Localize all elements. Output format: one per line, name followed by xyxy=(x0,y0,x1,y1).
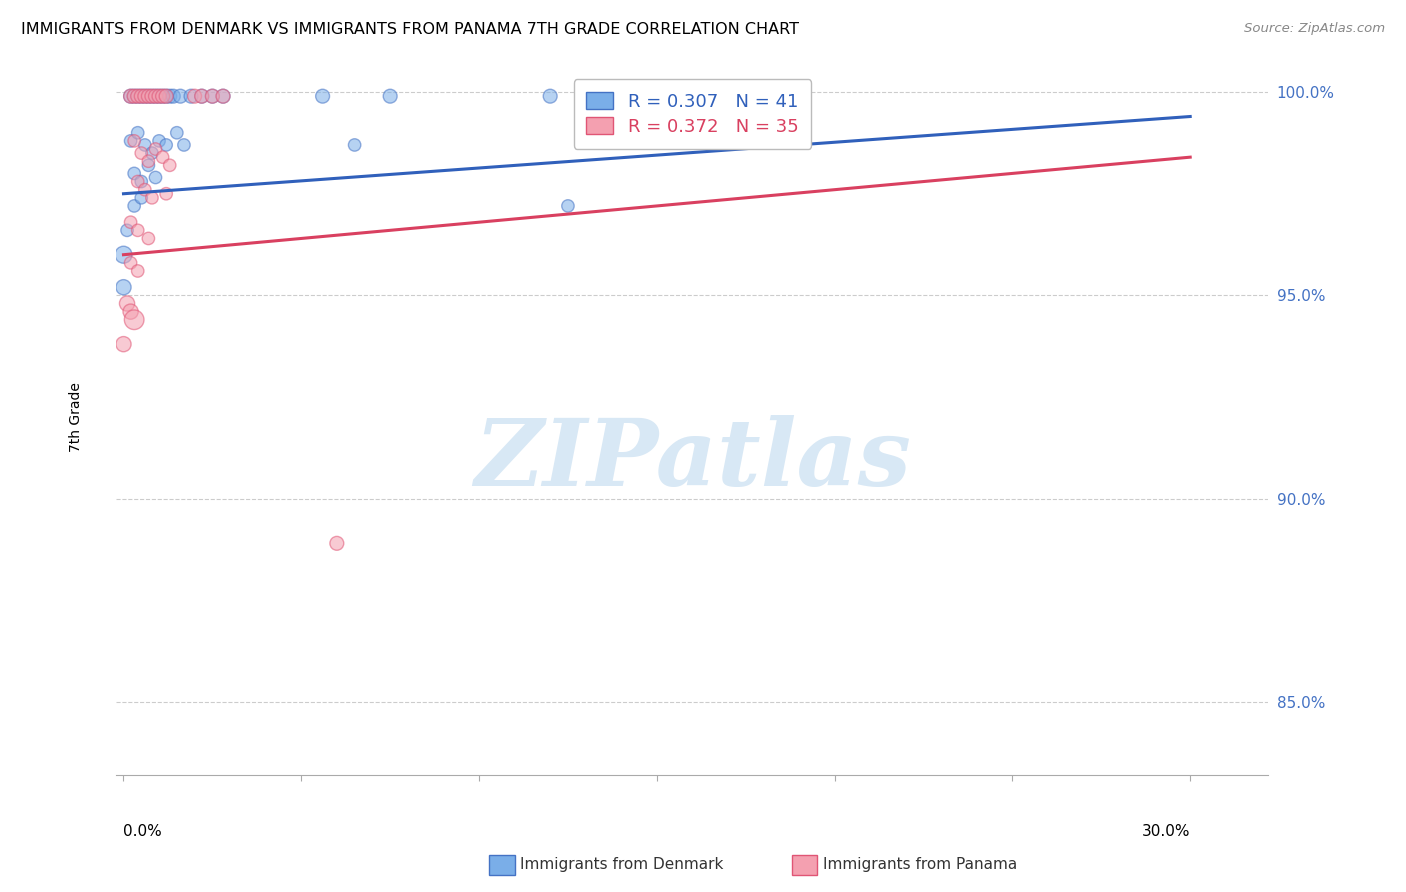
Point xyxy=(127,175,149,189)
Point xyxy=(380,89,402,103)
Point xyxy=(134,183,156,197)
Text: Immigrants from Panama: Immigrants from Panama xyxy=(823,857,1017,872)
Point xyxy=(159,89,181,103)
Point xyxy=(134,89,156,103)
Point xyxy=(120,304,142,318)
Point xyxy=(141,89,163,103)
Point xyxy=(138,89,160,103)
Point xyxy=(138,231,160,245)
Point xyxy=(127,223,149,237)
Point xyxy=(120,89,142,103)
Point xyxy=(173,138,195,153)
Point xyxy=(169,89,191,103)
Point xyxy=(122,89,145,103)
Point xyxy=(538,89,561,103)
Point xyxy=(120,215,142,229)
Point xyxy=(152,89,174,103)
Point xyxy=(122,199,145,213)
Point xyxy=(141,191,163,205)
Point xyxy=(145,89,167,103)
Point xyxy=(155,138,177,153)
Point xyxy=(787,89,810,103)
Point xyxy=(183,89,205,103)
Point xyxy=(115,223,138,237)
Point xyxy=(201,89,224,103)
Point xyxy=(145,142,167,156)
Point xyxy=(141,89,163,103)
Point xyxy=(152,150,174,164)
Point xyxy=(212,89,235,103)
Point xyxy=(311,89,333,103)
Point xyxy=(326,536,349,550)
Legend: R = 0.307   N = 41, R = 0.372   N = 35: R = 0.307 N = 41, R = 0.372 N = 35 xyxy=(574,79,811,149)
Text: 7th Grade: 7th Grade xyxy=(69,383,83,452)
Point xyxy=(190,89,212,103)
Point xyxy=(120,89,142,103)
Point xyxy=(212,89,235,103)
Point xyxy=(138,158,160,172)
Point xyxy=(127,126,149,140)
Point xyxy=(122,312,145,326)
Point xyxy=(129,146,152,161)
Text: Source: ZipAtlas.com: Source: ZipAtlas.com xyxy=(1244,22,1385,36)
Point xyxy=(112,337,135,351)
Point xyxy=(557,199,579,213)
Point xyxy=(155,186,177,201)
Point xyxy=(180,89,202,103)
Point xyxy=(115,296,138,310)
Point xyxy=(138,154,160,169)
Point xyxy=(127,264,149,278)
Text: 0.0%: 0.0% xyxy=(124,824,162,838)
Text: Immigrants from Denmark: Immigrants from Denmark xyxy=(520,857,724,872)
Point xyxy=(122,166,145,180)
Point xyxy=(141,146,163,161)
Point xyxy=(134,138,156,153)
Point xyxy=(166,126,188,140)
Point xyxy=(155,89,177,103)
Point xyxy=(122,89,145,103)
Point xyxy=(159,158,181,172)
Point xyxy=(343,138,366,153)
Point xyxy=(127,89,149,103)
Text: ZIPatlas: ZIPatlas xyxy=(474,416,911,505)
Point xyxy=(201,89,224,103)
Point xyxy=(120,134,142,148)
Point xyxy=(162,89,184,103)
Point xyxy=(129,89,152,103)
Point xyxy=(129,191,152,205)
Point xyxy=(148,89,170,103)
Point xyxy=(145,89,167,103)
Point xyxy=(112,280,135,294)
Point xyxy=(129,89,152,103)
Point xyxy=(112,248,135,262)
Point xyxy=(148,134,170,148)
Text: 30.0%: 30.0% xyxy=(1142,824,1191,838)
Point xyxy=(134,89,156,103)
Point xyxy=(138,89,160,103)
Point xyxy=(127,89,149,103)
Point xyxy=(120,256,142,270)
Point xyxy=(122,134,145,148)
Point xyxy=(129,175,152,189)
Point xyxy=(148,89,170,103)
Point xyxy=(155,89,177,103)
Point xyxy=(145,170,167,185)
Point xyxy=(152,89,174,103)
Text: IMMIGRANTS FROM DENMARK VS IMMIGRANTS FROM PANAMA 7TH GRADE CORRELATION CHART: IMMIGRANTS FROM DENMARK VS IMMIGRANTS FR… xyxy=(21,22,799,37)
Point xyxy=(190,89,212,103)
